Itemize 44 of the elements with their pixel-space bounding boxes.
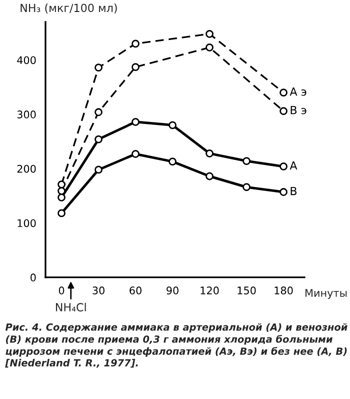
point — [206, 172, 214, 180]
x-tick-label: 180 — [274, 286, 293, 294]
point — [58, 209, 66, 218]
point — [94, 166, 102, 174]
point — [242, 183, 250, 192]
point — [168, 158, 176, 166]
point — [94, 135, 102, 144]
x-tick-label: 90 — [166, 286, 178, 294]
series-label: A э — [290, 88, 306, 96]
point — [132, 40, 140, 48]
y-tick-label: 100 — [18, 219, 36, 228]
point — [58, 186, 66, 195]
point — [280, 88, 288, 97]
x-tick-label: 30 — [92, 286, 104, 294]
point — [94, 64, 102, 72]
series-label: B — [290, 186, 297, 196]
text: NH₄Cl — [56, 302, 86, 312]
text: Рис. 4. Содержание аммиака в артериальной (А) и венозной (В) крови после приема 0,3 г аммония хлорида больными циррозом печени с энцефалопатией (Аэ, Вэ) и без нее (А, В) [Niederland T. R., 1977]. — [5, 323, 348, 368]
y-axis-title: NH₃ (мкг/100 мл) — [20, 4, 117, 14]
point — [132, 150, 140, 158]
series-label: B э — [290, 106, 306, 114]
x-tick-label: 150 — [238, 286, 256, 294]
point — [132, 63, 140, 71]
point — [132, 118, 140, 126]
point — [280, 162, 288, 170]
series-label: A — [290, 161, 298, 170]
point — [168, 121, 176, 130]
y-tick-label: 0 — [30, 274, 36, 282]
x-tick-label: 60 — [130, 286, 142, 294]
point — [58, 193, 66, 202]
point — [206, 149, 214, 158]
x-tick-label: 0 — [58, 286, 64, 294]
x-tick-label: 120 — [200, 286, 219, 294]
point — [280, 188, 288, 196]
point — [206, 30, 214, 38]
y-tick-label: 300 — [17, 110, 36, 118]
y-tick-label: 400 — [17, 56, 36, 64]
point — [206, 44, 214, 52]
point — [280, 107, 288, 115]
point — [58, 180, 66, 188]
y-tick-label: 200 — [17, 164, 36, 173]
point — [94, 108, 102, 116]
point — [242, 157, 250, 165]
x-axis-title: Минуты — [306, 289, 347, 299]
